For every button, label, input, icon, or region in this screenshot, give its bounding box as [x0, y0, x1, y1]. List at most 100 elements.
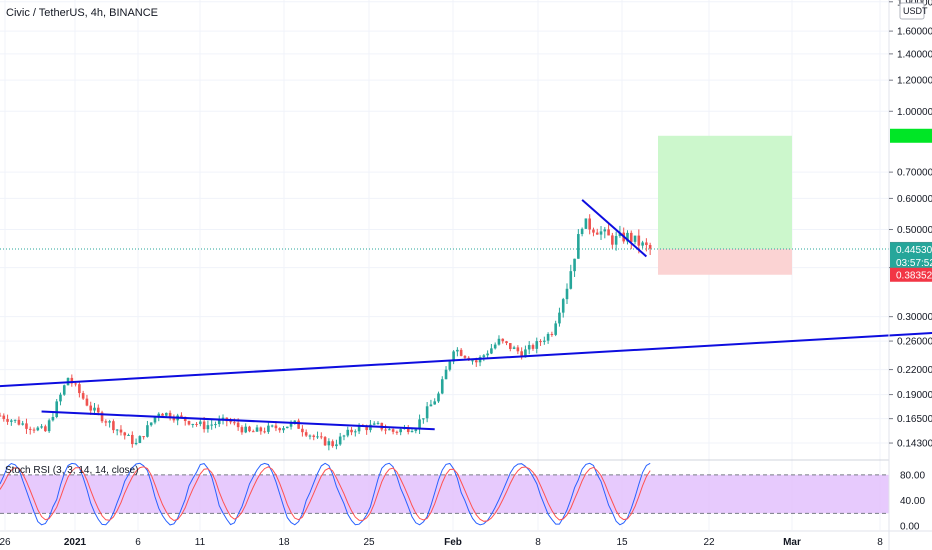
candle-body — [267, 425, 270, 432]
candle-body — [410, 431, 414, 433]
candle-body — [539, 341, 542, 343]
trendline-group[interactable] — [0, 199, 932, 431]
candle-body — [161, 413, 164, 416]
candle-body — [550, 333, 554, 335]
candle-body — [335, 444, 338, 447]
candle-body — [187, 421, 191, 425]
candle-body — [440, 379, 444, 394]
lower-resistance-trendline — [41, 410, 435, 431]
candle-body — [459, 349, 463, 356]
time-tick-label: 25 — [363, 537, 375, 548]
candle-body — [452, 351, 455, 362]
candle-body — [516, 347, 520, 352]
stoch-k-line — [0, 462, 651, 526]
candle-body — [108, 421, 111, 423]
candle-body — [524, 349, 527, 358]
candle-body — [554, 323, 557, 335]
price-tag-label: 0.38352 — [896, 270, 932, 281]
indicator-tick-label: 0.00 — [900, 522, 920, 533]
candle-body — [543, 340, 546, 342]
candle-body — [282, 428, 285, 431]
candle-body — [611, 235, 614, 245]
price-tick-label: 0.50000 — [897, 225, 932, 236]
candle-body — [629, 232, 633, 242]
time-axis[interactable]: 26 2021 6 11 18 25 Feb 8 15 22 Mar 8 — [0, 530, 932, 548]
long-position-profit-zone[interactable] — [658, 135, 792, 249]
price-tag-label: 0.86624 — [896, 131, 932, 142]
currency-button[interactable]: USDT — [899, 2, 928, 20]
candle-body — [565, 288, 569, 300]
candle-body — [157, 413, 161, 418]
candle-body — [0, 415, 2, 417]
indicator-label[interactable]: Stoch RSI (3, 3, 14, 14, close) — [5, 465, 138, 476]
candle-body — [520, 351, 523, 358]
candle-body — [588, 218, 591, 230]
candle-body — [55, 401, 58, 417]
candle-body — [505, 341, 508, 344]
candle-body — [28, 428, 32, 430]
candle-body — [36, 427, 40, 431]
candle-body — [648, 245, 652, 249]
candle-body — [592, 229, 595, 233]
candle-body — [172, 418, 176, 421]
candle-body — [2, 415, 6, 420]
candle-body — [376, 422, 380, 424]
candle-body — [74, 383, 77, 385]
candle-body — [123, 432, 127, 436]
candle-body — [229, 421, 232, 423]
candle-body — [509, 343, 512, 349]
candle-body — [327, 441, 331, 446]
candle-body — [626, 232, 629, 242]
candle-body — [320, 436, 323, 438]
candle-body — [202, 421, 206, 430]
candle-body — [40, 426, 43, 428]
chart-title: Civic / TetherUS, 4h, BINANCE — [6, 7, 158, 19]
time-tick-label: 18 — [278, 537, 290, 548]
wedge-top-trendline — [581, 199, 648, 258]
candle-body — [244, 426, 247, 433]
candle-body — [641, 242, 644, 246]
candle-body — [637, 235, 641, 246]
candle-body — [278, 428, 282, 431]
candle-body — [149, 422, 153, 426]
candle-body — [312, 435, 316, 437]
candle-body — [429, 404, 433, 407]
candle-body — [365, 426, 368, 431]
candle-body — [142, 436, 145, 438]
candle-body — [134, 442, 138, 445]
candle-body — [595, 232, 599, 235]
candle-body — [645, 242, 648, 246]
candle-body — [342, 435, 346, 437]
indicator-axis[interactable]: 80.00 40.00 0.00 — [900, 470, 925, 532]
candle-body — [165, 412, 168, 416]
long-support-trendline — [0, 332, 932, 388]
long-position-loss-zone[interactable] — [658, 248, 792, 275]
time-tick-label: 15 — [616, 537, 628, 548]
price-axis[interactable]: 0.14300 0.16500 0.19000 0.22000 0.26000 0.300… — [889, 0, 932, 450]
candle-body — [70, 377, 74, 384]
candle-body — [297, 420, 300, 429]
time-tick-label: 26 — [0, 537, 11, 548]
candle-body — [456, 349, 459, 352]
indicator-tick-label: 80.00 — [900, 470, 925, 481]
candle-body — [32, 429, 36, 431]
stoch-d-line — [0, 466, 651, 522]
candle-body — [512, 347, 516, 349]
candle-body — [25, 423, 28, 429]
candle-body — [274, 425, 278, 429]
candle-body — [399, 429, 402, 433]
candle-body — [372, 423, 376, 425]
candle-body — [490, 348, 493, 354]
price-tick-label: 0.14300 — [897, 439, 932, 450]
candle-body — [614, 236, 618, 245]
candle-body — [433, 401, 436, 405]
price-tick-label: 0.19000 — [897, 390, 932, 401]
candle-body — [338, 436, 342, 445]
time-tick-label: Feb — [444, 537, 462, 548]
candle-body — [100, 412, 104, 422]
candle-body — [527, 345, 531, 350]
candlestick-series — [0, 214, 652, 451]
candle-body — [191, 423, 195, 425]
candle-body — [301, 428, 304, 433]
